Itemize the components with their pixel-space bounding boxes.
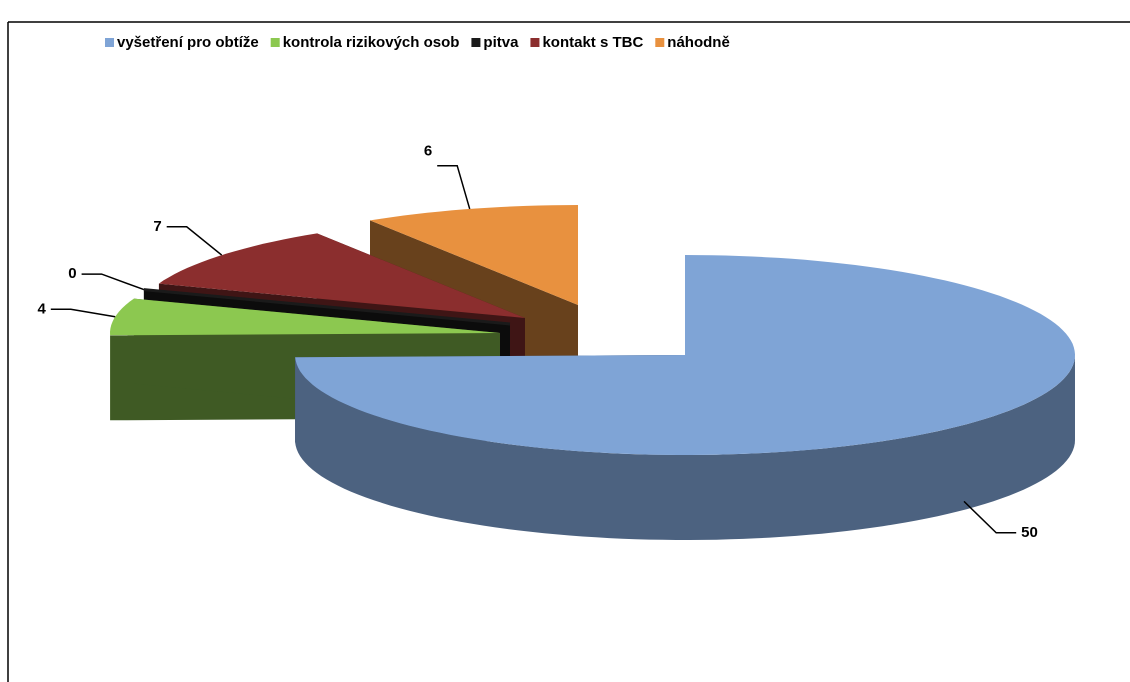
legend-swatch	[471, 38, 481, 47]
slice	[295, 255, 1076, 540]
data-label: 7	[153, 218, 161, 235]
slice-top	[370, 205, 578, 305]
data-label: 50	[1021, 524, 1038, 541]
slice-top	[295, 255, 1076, 455]
legend-swatch	[530, 38, 540, 47]
leader-line	[50, 308, 116, 318]
legend-swatch	[270, 38, 280, 47]
legend-label: náhodně	[667, 34, 730, 51]
data-label: 0	[68, 265, 76, 282]
legend-swatch	[655, 38, 665, 47]
legend-swatch	[105, 38, 114, 47]
legend-label: pitva	[483, 34, 519, 51]
legend-label: kontakt s TBC	[542, 34, 643, 51]
legend-label: kontrola rizikových osob	[283, 34, 460, 51]
leader-line	[437, 164, 471, 210]
slice-top	[158, 233, 525, 318]
slice-side	[295, 355, 1076, 540]
data-label: 6	[424, 143, 432, 160]
leader-line	[963, 500, 1017, 534]
data-label: 4	[38, 300, 47, 317]
leader-line	[81, 273, 145, 291]
leader-line	[166, 226, 223, 256]
legend-label: vyšetření pro obtíže	[117, 34, 259, 51]
slice-top	[110, 298, 500, 336]
